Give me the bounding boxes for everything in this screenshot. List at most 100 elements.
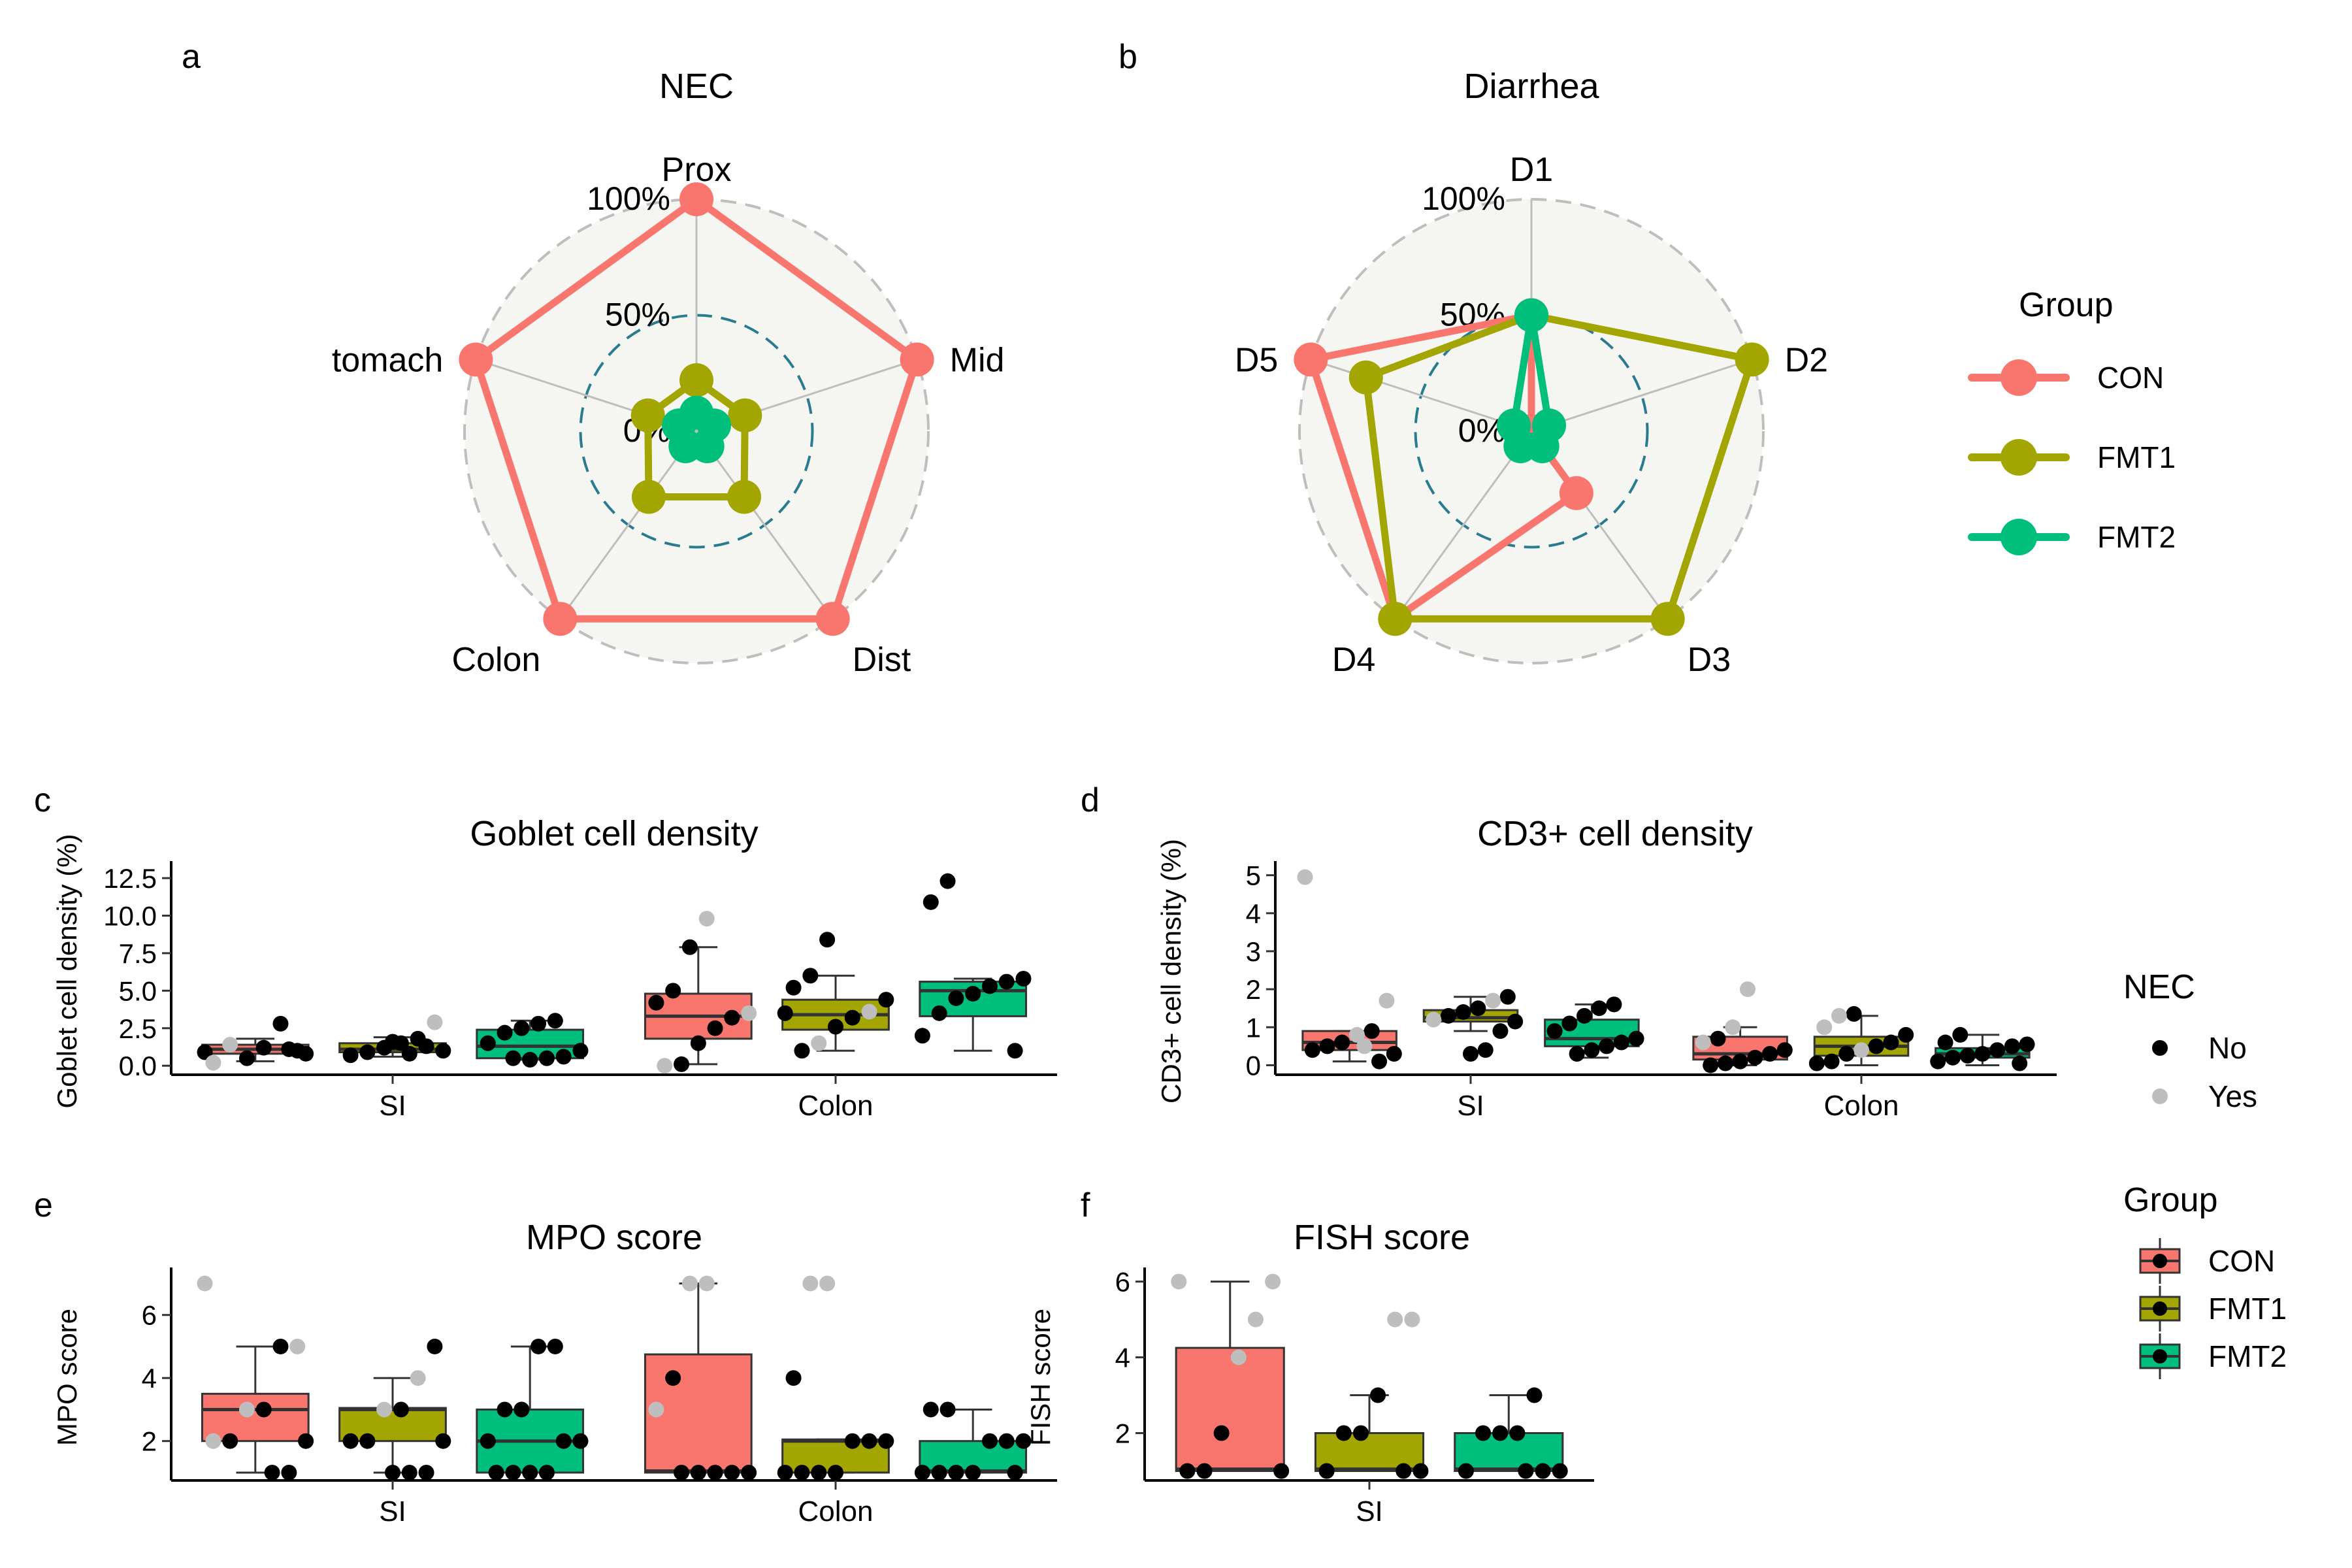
point-no-7	[1386, 1046, 1402, 1062]
radar-ring-label-b-0: 100%	[1422, 180, 1505, 217]
panel-label-b: b	[1119, 38, 1137, 76]
point-no-7	[538, 1464, 555, 1480]
legend-con-marker	[2001, 359, 2037, 396]
point-no-9	[385, 1464, 400, 1480]
point-no-6	[1179, 1463, 1196, 1479]
y-tick-label-d-5: 5	[1246, 860, 1261, 891]
point-no-4	[1213, 1425, 1230, 1441]
point-no-8	[401, 1464, 417, 1480]
point-no-7	[418, 1464, 434, 1480]
point-no-7	[1518, 1463, 1534, 1479]
point-no-4	[1335, 1425, 1352, 1441]
radar-axis-label-d2: D2	[1785, 341, 1828, 379]
radar-spoke-a-3	[559, 431, 698, 620]
y-tick-label-f-0: 2	[1115, 1418, 1130, 1449]
point-no-7	[1732, 1053, 1748, 1070]
point-no-3	[998, 973, 1015, 990]
point-no-7	[298, 1433, 314, 1449]
legend-box-item-fmt2: FMT2	[2139, 1333, 2287, 1379]
point-no-3	[1561, 1015, 1578, 1032]
point-no-6	[828, 1019, 843, 1035]
legend-box-fmt1-label: FMT1	[2208, 1292, 2287, 1326]
point-no-5	[844, 1009, 860, 1026]
box-f-si-con	[1171, 1273, 1290, 1479]
point-no-2	[1015, 970, 1032, 987]
box-d-colon-con	[1692, 981, 1793, 1073]
point-no-4	[861, 1433, 877, 1449]
point-no-7	[1396, 1463, 1412, 1479]
legend-group-line-item-fmt2: FMT2	[1968, 519, 2176, 555]
point-no-6	[1507, 1013, 1524, 1030]
legend-fmt1-marker	[2001, 439, 2037, 476]
point-yes-6	[205, 1433, 221, 1449]
point-no-8	[1477, 1042, 1494, 1058]
radar-point-a-con-1	[900, 342, 934, 377]
point-no-1	[923, 894, 939, 910]
radar-point-a-fmt1-2	[727, 480, 762, 514]
point-no-6	[435, 1043, 451, 1059]
point-no-9	[264, 1464, 280, 1480]
point-yes-1	[1831, 1007, 1847, 1024]
y-tick-label-c-1: 2.5	[119, 1013, 157, 1044]
legend-nec-yes-marker	[2152, 1088, 2168, 1104]
panel-e: e MPO score MPO score 2 4 6 SI Colon	[34, 1186, 1057, 1527]
y-tick-label-e-0: 2	[142, 1426, 157, 1457]
radar-point-b-fmt1-3	[1378, 602, 1413, 636]
point-no-5	[342, 1433, 359, 1449]
point-no-9	[1463, 1046, 1478, 1062]
box-c-si-fmt2	[476, 1013, 589, 1068]
point-yes-0	[197, 1275, 213, 1292]
radar-ring-label-a-1: 50%	[605, 297, 670, 333]
point-no-8	[281, 1464, 297, 1480]
point-no-9	[385, 1034, 400, 1050]
point-no-2	[272, 1015, 289, 1032]
box-c-colon-fmt2	[914, 873, 1032, 1059]
point-no-4	[480, 1433, 496, 1449]
radar-line-b-con	[1307, 312, 1580, 623]
point-no-2	[1576, 1007, 1593, 1024]
point-yes-7	[811, 1035, 827, 1051]
box-e-si-fmt1	[338, 1338, 451, 1480]
point-no-8	[1930, 1053, 1946, 1070]
point-no-6	[1413, 1463, 1429, 1479]
box-d-si-fmt2	[1544, 996, 1644, 1062]
point-no-2	[1492, 1425, 1509, 1441]
point-no-6	[948, 1464, 964, 1480]
point-no-2	[785, 979, 802, 996]
point-no-7	[1944, 1049, 1961, 1066]
point-no-7	[1838, 1046, 1855, 1062]
point-no-1	[1509, 1425, 1526, 1441]
radar-title-b: Diarrhea	[1463, 67, 1599, 106]
box-title-c: Goblet cell density	[470, 814, 758, 853]
box-body	[201, 1392, 310, 1443]
point-no-6	[555, 1049, 572, 1065]
point-yes-3	[1230, 1349, 1247, 1365]
point-no-2	[665, 983, 681, 999]
point-no-5	[1552, 1463, 1568, 1479]
point-no-3	[998, 1433, 1015, 1449]
point-yes-3	[648, 1401, 664, 1418]
legend-group-box: Group CON FMT1 FMT2	[2123, 1181, 2287, 1379]
point-yes-1	[802, 1275, 819, 1292]
radar-series-a-con	[459, 182, 934, 636]
point-no-3	[1898, 1026, 1914, 1043]
point-yes-1	[681, 1275, 698, 1292]
legend-box-con-label: CON	[2208, 1244, 2275, 1278]
point-no-9	[1808, 1055, 1825, 1071]
point-yes-0	[698, 1275, 715, 1292]
point-no-5	[1319, 1038, 1335, 1054]
radar-axis-label-d1: D1	[1510, 151, 1553, 189]
y-axis-label-d: CD3+ cell density (%)	[1156, 839, 1186, 1103]
point-no-4	[1458, 1463, 1474, 1479]
point-no-9	[1007, 1464, 1023, 1480]
y-tick-label-c-4: 10.0	[103, 901, 157, 932]
point-no-5	[965, 1464, 981, 1480]
point-no-8	[1823, 1053, 1840, 1070]
box-body	[338, 1407, 447, 1443]
point-no-5	[1762, 1046, 1778, 1062]
point-no-0	[547, 1013, 563, 1029]
legend-group-line-title: Group	[2019, 286, 2114, 324]
radar-point-b-con-2	[1559, 476, 1593, 510]
legend-group-line-item-con: CON	[1968, 359, 2164, 396]
